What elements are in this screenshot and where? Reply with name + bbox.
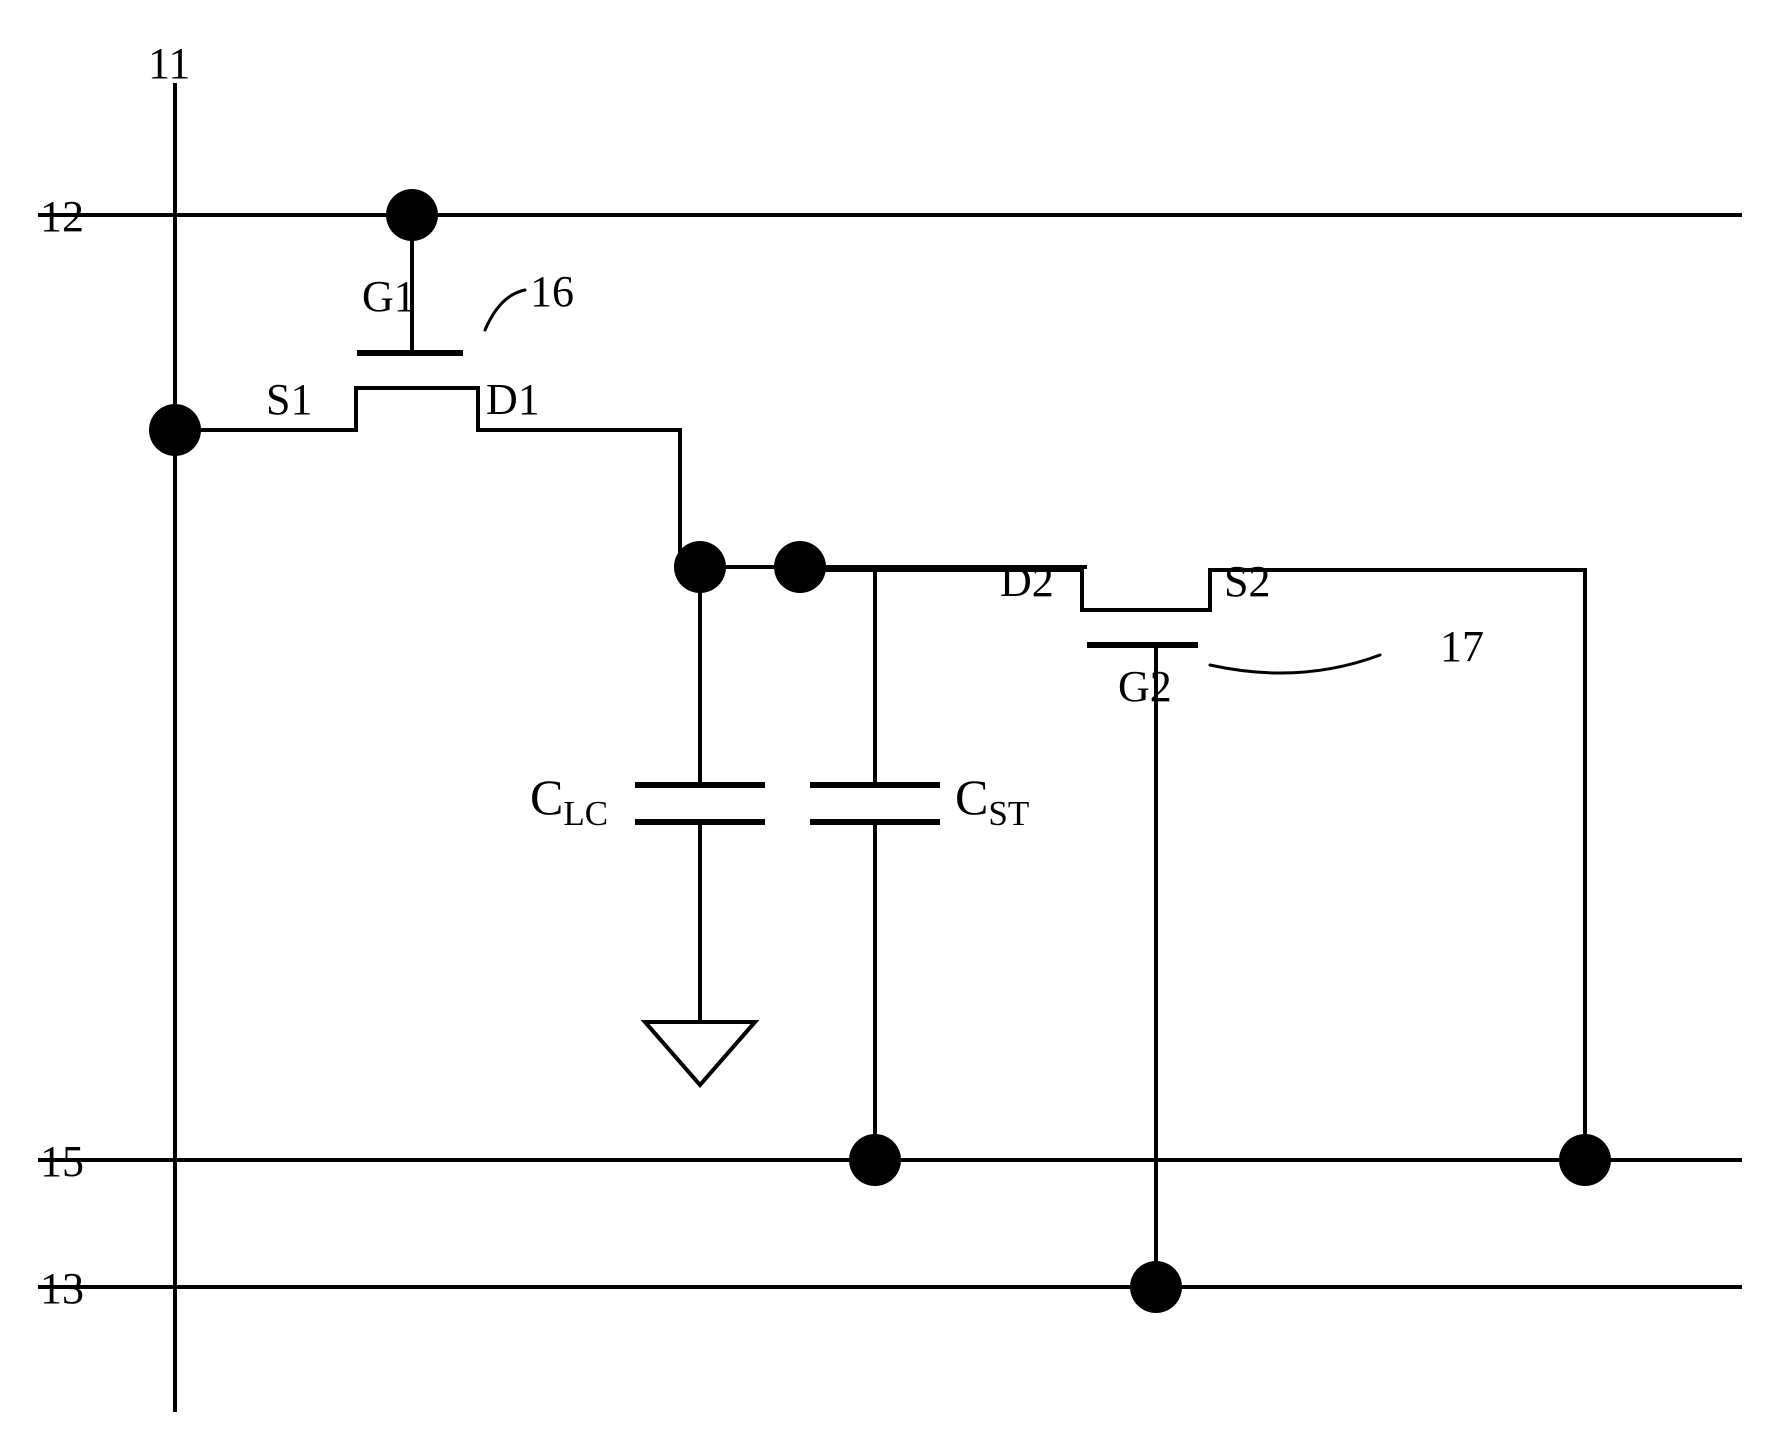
label-s1: S1: [266, 378, 312, 422]
node-bus-cst: [774, 541, 826, 593]
label-12: 12: [40, 195, 84, 239]
label-15: 15: [40, 1140, 84, 1184]
label-d2: D2: [1000, 560, 1054, 604]
circuit-svg: [0, 0, 1774, 1446]
label-cst: CST: [955, 772, 1029, 831]
node-12-g1: [386, 189, 438, 241]
label-11: 11: [148, 42, 190, 86]
label-g2: G2: [1118, 665, 1172, 709]
label-17: 17: [1440, 625, 1484, 669]
label-d1: D1: [486, 378, 540, 422]
label-s2: S2: [1224, 560, 1270, 604]
node-15-s2: [1559, 1134, 1611, 1186]
label-g1: G1: [362, 275, 416, 319]
node-15-cst: [849, 1134, 901, 1186]
label-16: 16: [530, 270, 574, 314]
label-clc: CLC: [530, 772, 608, 831]
node-11-s1: [149, 404, 201, 456]
label-13: 13: [40, 1267, 84, 1311]
node-bus-clc: [674, 541, 726, 593]
circuit-diagram: 11 12 15 13 16 17 G1 S1 D1 G2 S2 D2 CLC …: [0, 0, 1774, 1446]
node-13-g2: [1130, 1261, 1182, 1313]
